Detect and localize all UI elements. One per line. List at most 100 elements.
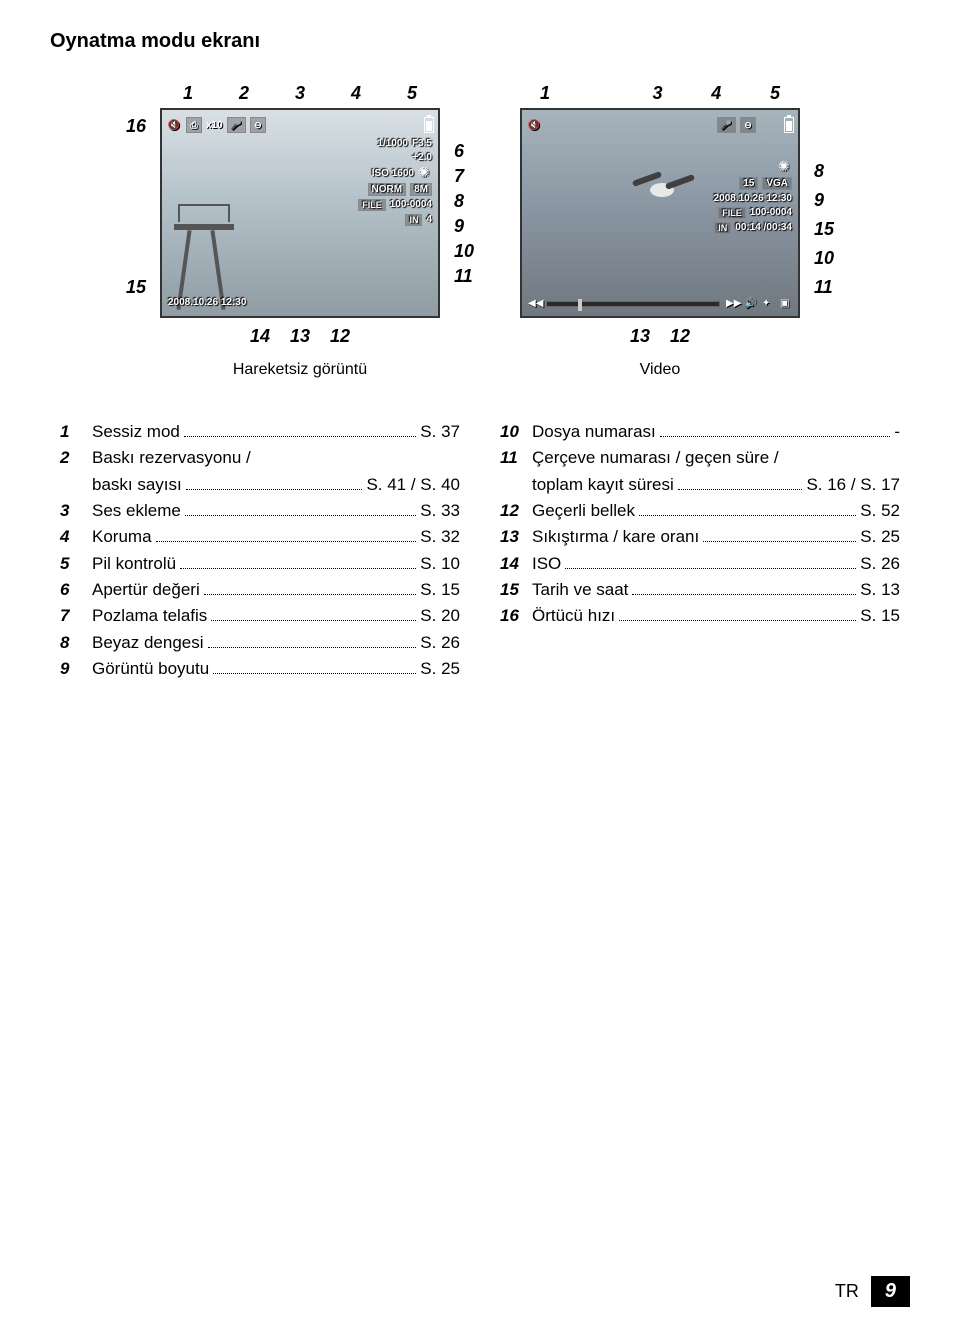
page-title: Oynatma modu ekranı: [50, 30, 910, 53]
screens-row: 1 2 3 4 5 16 15 🔇 ⎙ x10 🎤 ⊖: [50, 83, 910, 379]
legend-num: 14: [500, 551, 532, 577]
legend-row: 2Baskı rezervasyonu /: [60, 445, 460, 471]
legend-label: Örtücü hızı: [532, 603, 615, 629]
still-lcd: 🔇 ⎙ x10 🎤 ⊖ 1/1000 F3.5 +2.0 ISO 1600 N: [160, 108, 440, 318]
legend-page: S. 16 / S. 17: [806, 472, 900, 498]
bird-illustration: [632, 170, 692, 210]
legend-row: toplam kayıt süresi S. 16 / S. 17: [500, 472, 900, 498]
file-tag: FILE: [358, 199, 386, 211]
callout-num: 4: [351, 83, 361, 104]
file-number: 100-0004: [390, 199, 432, 211]
legend-row: 13Sıkıştırma / kare oranı S. 25: [500, 524, 900, 550]
video-screen-block: 1 . 3 4 5 🔇 🎤 ⊖ 15 VGA 2008.1: [520, 83, 800, 379]
dot-leader: [156, 541, 417, 542]
legend-page: S. 32: [420, 524, 460, 550]
voice-memo-icon: 🎤: [227, 117, 246, 133]
legend-row: 5Pil kontrolüS. 10: [60, 551, 460, 577]
legend-page: S. 25: [860, 524, 900, 550]
legend-page: S. 10: [420, 551, 460, 577]
callout-num: 6: [454, 141, 474, 162]
forward-icon: ▶▶: [726, 298, 738, 310]
page-number: 9: [871, 1276, 910, 1307]
protect-icon: ⊖: [250, 117, 266, 133]
legend-row: 6Apertür değeriS. 15: [60, 577, 460, 603]
dot-leader: [185, 515, 416, 516]
callout-num: 8: [454, 191, 474, 212]
callout-num: 10: [454, 241, 474, 262]
legend-page: -: [894, 419, 900, 445]
legend-row: 10Dosya numarası -: [500, 419, 900, 445]
callout-num: 15: [126, 277, 146, 298]
wb-sun-icon: [778, 160, 792, 174]
dot-leader: [639, 515, 856, 516]
legend-page: S. 15: [860, 603, 900, 629]
legend-label: baskı sayısı: [92, 472, 182, 498]
legend-num: 11: [500, 445, 532, 471]
legend-num: 7: [60, 603, 92, 629]
mute-icon: 🔇: [166, 117, 182, 133]
legend-label: Baskı rezervasyonu /: [92, 445, 251, 471]
stop-icon: ▣: [780, 298, 792, 310]
exposure-comp: +2.0: [412, 152, 432, 163]
still-right-callouts: 6 7 8 9 10 11: [454, 141, 474, 287]
legend-page: S. 26: [860, 551, 900, 577]
resolution-label: VGA: [762, 177, 792, 190]
legend-num: 3: [60, 498, 92, 524]
legend-num: 8: [60, 630, 92, 656]
legend-label: Tarih ve saat: [532, 577, 628, 603]
video-right-info: 15 VGA 2008.10.26 12:30 FILE 100-0004 IN…: [714, 160, 792, 234]
legend-label: Pozlama telafis: [92, 603, 207, 629]
legend-left-col: 1Sessiz modS. 372Baskı rezervasyonu /bas…: [60, 419, 460, 682]
dot-leader: [204, 594, 417, 595]
legend-label: Dosya numarası: [532, 419, 656, 445]
file-number: 100-0004: [750, 207, 792, 219]
legend-row: 3Ses eklemeS. 33: [60, 498, 460, 524]
legend-num: 15: [500, 577, 532, 603]
legend-label: Koruma: [92, 524, 152, 550]
battery-icon: [424, 117, 434, 133]
fps-label: 15: [739, 177, 758, 190]
callout-num: 12: [330, 326, 350, 347]
aperture: F3.5: [412, 138, 432, 149]
dot-leader: [619, 620, 856, 621]
still-top-callouts: 1 2 3 4 5: [160, 83, 440, 104]
legend-page: S. 33: [420, 498, 460, 524]
still-caption: Hareketsiz görüntü: [233, 361, 367, 379]
callout-num: 12: [670, 326, 690, 347]
dot-leader: [180, 568, 416, 569]
callout-num: 9: [814, 190, 834, 211]
legend-label: Sıkıştırma / kare oranı: [532, 524, 699, 550]
legend-row: 14ISO S. 26: [500, 551, 900, 577]
legend-num: 16: [500, 603, 532, 629]
protect-icon: ⊖: [740, 117, 756, 133]
legend-label: toplam kayıt süresi: [532, 472, 674, 498]
shutter-speed: 1/1000: [377, 138, 408, 149]
legend-page: S. 15: [420, 577, 460, 603]
rewind-icon: ◀◀: [528, 298, 540, 310]
legend-num: 13: [500, 524, 532, 550]
legend-num: 4: [60, 524, 92, 550]
callout-num: 5: [407, 83, 417, 104]
elapsed-time: 00:14 /00:34: [735, 222, 792, 234]
size-label: 8M: [410, 183, 432, 196]
video-right-callouts: 8 9 15 10 11: [814, 161, 834, 298]
legend-label: Beyaz dengesi: [92, 630, 204, 656]
language-code: TR: [835, 1281, 859, 1302]
callout-num: 11: [454, 266, 474, 287]
dot-leader: [632, 594, 856, 595]
dot-leader: [213, 673, 416, 674]
legend-row: 8Beyaz dengesiS. 26: [60, 630, 460, 656]
legend-page: S. 25: [420, 656, 460, 682]
legend-row: 9Görüntü boyutuS. 25: [60, 656, 460, 682]
dot-leader: [678, 489, 803, 490]
legend-page: S. 52: [860, 498, 900, 524]
video-topbar: 🔇 🎤 ⊖: [526, 114, 794, 136]
callout-num: 14: [250, 326, 270, 347]
legend-label: ISO: [532, 551, 561, 577]
legend-label: Geçerli bellek: [532, 498, 635, 524]
volume-icon: 🔊: [744, 298, 756, 310]
dot-leader: [703, 541, 856, 542]
callout-num: 5: [770, 83, 780, 104]
callout-num: 7: [454, 166, 474, 187]
callout-num: 13: [630, 326, 650, 347]
